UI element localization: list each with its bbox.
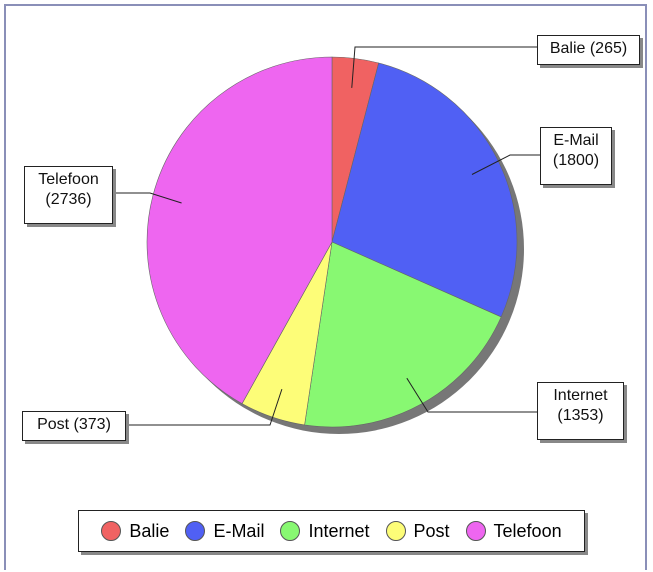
- leader-line: [471, 154, 540, 175]
- legend-item: Balie: [101, 521, 169, 542]
- legend-label: E-Mail: [213, 520, 265, 541]
- pie-slice: [331, 62, 518, 318]
- pie-slice: [146, 56, 333, 405]
- legend-swatch: [101, 521, 122, 541]
- legend-label: Internet: [308, 520, 370, 541]
- data-label: Balie (265): [537, 35, 640, 65]
- leader-line: [113, 192, 182, 204]
- frame: [4, 4, 647, 570]
- legend-label: Balie: [129, 520, 170, 541]
- legend-item: Post: [385, 520, 450, 542]
- legend-swatch: [280, 521, 301, 541]
- pie-slice: [304, 241, 502, 428]
- legend-item: E-Mail: [185, 521, 264, 542]
- data-label: Internet (1353): [537, 382, 624, 440]
- leader-line: [406, 377, 537, 413]
- legend-swatch: [185, 521, 206, 541]
- legend-item: Internet: [280, 520, 370, 542]
- data-label: E-Mail (1800): [540, 127, 612, 185]
- leader-line: [126, 388, 283, 426]
- legend-swatch: [385, 521, 406, 541]
- legend-item: Telefoon: [465, 520, 562, 542]
- legend-label: Telefoon: [493, 520, 562, 541]
- legend-swatch: [465, 521, 486, 541]
- data-label: Post (373): [22, 411, 126, 441]
- data-label: Telefoon (2736): [24, 166, 113, 224]
- leader-line: [351, 46, 537, 88]
- legend-label: Post: [413, 520, 450, 541]
- legend: Balie E-Mail Internet Post Telefoon: [78, 510, 585, 552]
